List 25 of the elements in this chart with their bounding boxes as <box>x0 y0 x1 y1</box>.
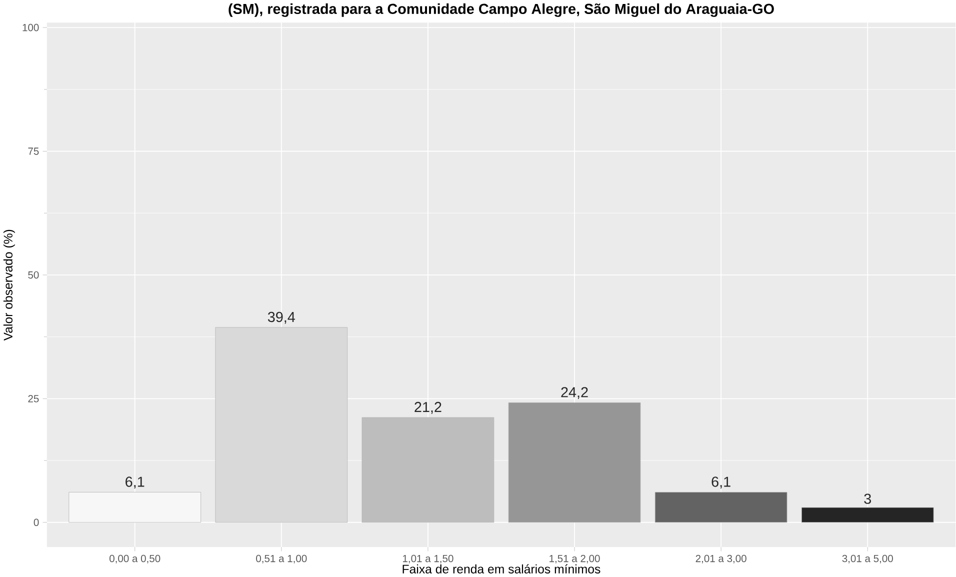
y-tick-label: 50 <box>28 271 39 279</box>
data-label: 3 <box>864 494 871 504</box>
bar <box>215 327 348 523</box>
y-tick-label: 100 <box>22 24 39 32</box>
data-label: 6,1 <box>126 476 144 489</box>
bar <box>362 417 494 523</box>
y-tick-label: 25 <box>28 395 39 402</box>
x-tick-label: 2,01 a 3,00 <box>696 554 746 564</box>
x-tick-label: 0,00 a 0,50 <box>110 554 160 564</box>
y-tick-label: 75 <box>28 148 39 155</box>
data-label: 39,4 <box>268 312 295 324</box>
y-tick-label: 0 <box>34 518 39 526</box>
x-tick-label: 0,51 a 1,00 <box>256 554 307 564</box>
data-label: 21,2 <box>414 402 442 414</box>
data-label: 24,2 <box>561 387 588 400</box>
chart-title: (SM), registrada para a Comunidade Campo Alegre, São Miguel do Araguaia-GO <box>228 3 774 17</box>
bar <box>654 492 788 523</box>
x-axis-title: Faixa de renda em salários mínimos <box>402 564 600 574</box>
x-tick-label: 3,01 a 5,00 <box>842 554 893 564</box>
data-label: 6,1 <box>712 476 730 489</box>
y-axis-title: Valor observado (%) <box>3 230 15 341</box>
x-tick-label: 1,51 a 2,00 <box>550 554 600 564</box>
bar <box>801 507 934 523</box>
x-tick-label: 1,01 a 1,50 <box>403 554 454 564</box>
bar <box>508 402 641 523</box>
